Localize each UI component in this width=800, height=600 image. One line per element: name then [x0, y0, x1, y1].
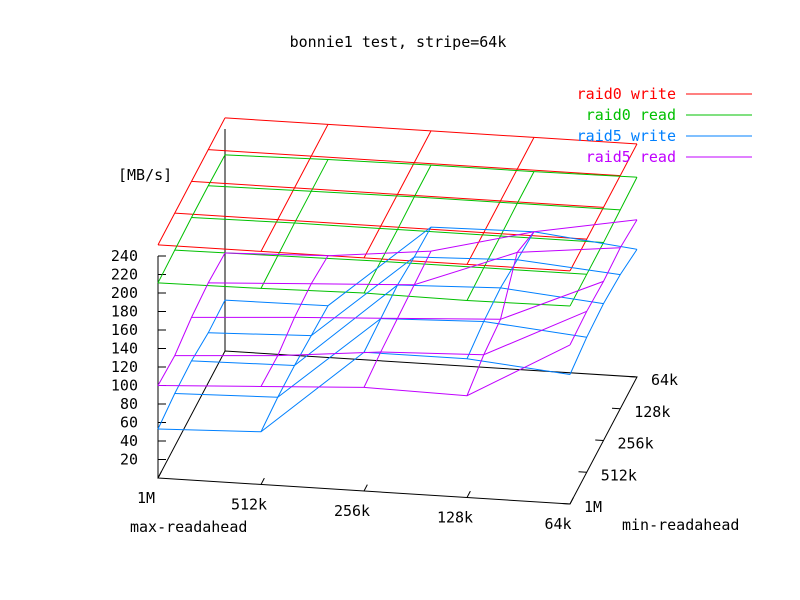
mesh-line: [260, 124, 329, 252]
legend-label: raid5 write: [577, 127, 676, 145]
mesh-line: [466, 171, 535, 301]
mesh-line: [157, 351, 571, 433]
x-tick-label: 64k: [544, 515, 571, 533]
mesh-line: [363, 250, 432, 388]
z-tick-label: 120: [111, 358, 138, 376]
mesh-line: [157, 282, 571, 307]
y-tick: [561, 502, 571, 505]
y-axis: 1M 512k 256k 128k 64k: [561, 371, 678, 516]
surface-raid5-write: [157, 226, 638, 433]
z-tick-label: 60: [120, 414, 138, 432]
z-tick-label: 140: [111, 340, 138, 358]
mesh-line: [363, 130, 432, 259]
legend-label: raid5 read: [586, 148, 676, 166]
y-tick-label: 128k: [634, 403, 670, 421]
surface-raid0-write: [157, 117, 638, 272]
mesh-line: [569, 249, 638, 375]
z-tick-label: 40: [120, 432, 138, 450]
y-tick-label: 512k: [601, 466, 637, 484]
mesh-line: [260, 159, 329, 289]
mesh-line: [466, 231, 535, 396]
y-tick: [628, 375, 638, 378]
legend: raid0 write raid0 read raid5 write raid5 re…: [577, 85, 752, 166]
x-tick-label: 512k: [231, 496, 267, 514]
x-tick-label: 256k: [334, 502, 370, 520]
chart-title: bonnie1 test, stripe=64k: [290, 33, 507, 51]
x-tick: [363, 484, 368, 492]
x-tick-label: 128k: [437, 509, 473, 527]
x-tick: [569, 497, 574, 505]
mesh-line: [466, 231, 535, 359]
z-tick-label: 160: [111, 321, 138, 339]
legend-label: raid0 write: [577, 85, 676, 103]
surfaces: [157, 117, 638, 433]
z-tick-label: 100: [111, 377, 138, 395]
mesh-line: [466, 137, 535, 265]
base-frame: [157, 129, 638, 505]
y-axis-label: min-readahead: [622, 516, 739, 534]
mesh-line: [260, 305, 329, 432]
z-tick-label: 220: [111, 266, 138, 284]
mesh-line: [157, 252, 226, 386]
mesh-line: [191, 280, 604, 320]
y-tick: [611, 407, 621, 410]
x-tick: [157, 471, 162, 479]
surface-raid0-read: [157, 154, 638, 307]
mesh-line: [363, 164, 432, 294]
z-tick-label: 180: [111, 303, 138, 321]
mesh-line: [569, 219, 638, 346]
x-tick: [466, 490, 471, 498]
legend-label: raid0 read: [586, 106, 676, 124]
y-tick-label: 64k: [651, 371, 678, 389]
mesh-line: [208, 247, 621, 286]
x-axis-label: max-readahead: [130, 518, 247, 536]
y-tick: [578, 471, 587, 473]
z-tick-label: 20: [120, 451, 138, 469]
mesh-line: [260, 255, 329, 387]
mesh-line: [157, 299, 226, 430]
z-tick-label: 200: [111, 284, 138, 302]
mesh-line: [363, 226, 432, 353]
mesh-line: [174, 318, 587, 398]
mesh-line: [157, 117, 226, 246]
y-tick-label: 1M: [584, 498, 602, 516]
z-tick-label: 240: [111, 247, 138, 265]
y-tick-label: 256k: [618, 435, 654, 453]
y-tick: [595, 439, 604, 441]
z-tick-label: 80: [120, 395, 138, 413]
mesh-line: [191, 284, 604, 367]
surface-raid5-read: [157, 219, 638, 397]
x-tick: [260, 477, 265, 485]
mesh-line: [157, 154, 226, 284]
x-axis: 1M 512k 256k 128k 64k: [137, 471, 574, 533]
z-axis-label: [MB/s]: [118, 166, 172, 184]
mesh-line: [569, 176, 638, 307]
x-tick-label: 1M: [137, 489, 155, 507]
